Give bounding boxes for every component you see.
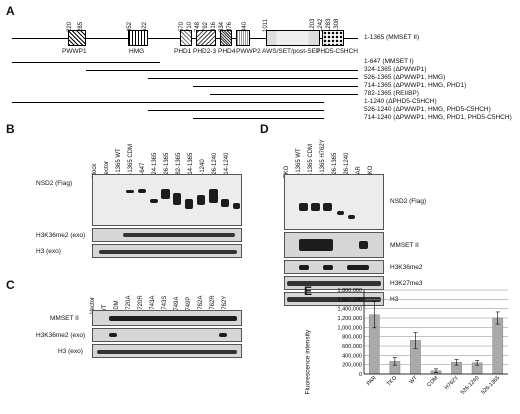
y-tick-label: 800,000 <box>342 335 362 341</box>
row-label-c-h3: H3 (exo) <box>58 348 83 355</box>
y-tick-label: 0 <box>359 372 362 378</box>
row-label-d-mmset: MMSET II <box>390 242 419 249</box>
construct-line-526-1365 <box>148 78 358 79</box>
construct-label: 714-1240 (ΔPWWP1, HMG, PHD1, PHD5-C5HCH) <box>364 114 512 121</box>
y-tick-label: 1,200,000 <box>338 316 362 322</box>
y-tick-label: 400,000 <box>342 353 362 359</box>
domain-label-phd1: PHD1 <box>174 48 192 55</box>
blot-b-h3k36me2 <box>92 228 242 242</box>
blot-d-h3k27me3 <box>284 276 384 290</box>
blot-d-nsd2 <box>284 174 384 230</box>
hmg-domain <box>128 30 148 46</box>
blot-c-mmset <box>92 310 242 326</box>
x-tick-label: PAR <box>366 375 378 387</box>
domain-label-hmg: HMG <box>129 48 145 55</box>
row-label-d-h3k36me2: H3K36me2 <box>390 264 423 271</box>
lane-label: 1-1365 CDM <box>128 143 134 178</box>
phd2-3-domain <box>196 30 216 46</box>
x-tick-label: CDM <box>426 375 439 388</box>
y-tick-label: 1,400,000 <box>338 307 362 313</box>
panel-c-letter: C <box>6 278 15 292</box>
lane-label: 1-1365 CDM <box>308 143 314 178</box>
blot-b-nsd2 <box>92 174 242 226</box>
phd4-domain <box>220 30 232 46</box>
y-tick-label: 1,600,000 <box>338 297 362 303</box>
y-tick-label: 200,000 <box>342 363 362 369</box>
row-label-c-mmset: MMSET II <box>50 315 79 322</box>
chart-e: 0 200,000 400,000 600,000 800,000 1,000,000 1,… <box>338 288 508 396</box>
lane-label: 1-1365 H762Y <box>320 139 326 178</box>
x-tick-label: 526-1240 <box>460 375 481 396</box>
phd1-domain <box>180 30 192 46</box>
panel-d-letter: D <box>260 122 269 136</box>
row-label-b-h3: H3 (exo) <box>36 248 61 255</box>
construct-line-782-1365 <box>210 94 358 95</box>
construct-line-714-1365 <box>193 86 358 87</box>
row-label-d-h3k27me3: H3K27me3 <box>390 280 423 287</box>
blot-d-h3k36me2 <box>284 260 384 274</box>
x-tick-label: WT <box>409 375 420 386</box>
blot-d-h3 <box>284 292 384 306</box>
y-tick-label: 1,000,000 <box>338 325 362 331</box>
bar <box>492 317 504 375</box>
pwwp2-domain <box>236 30 250 46</box>
domain-label-pwwp2: PWWP2 <box>236 48 261 55</box>
construct-line-526-1240 <box>148 110 324 111</box>
domain-label-phd2-3: PHD2-3 <box>193 48 217 55</box>
blot-d-mmset <box>284 232 384 258</box>
domain-label-pwwp1: PWWP1 <box>62 48 87 55</box>
construct-label: 1-1240 (ΔPHD5-C5HCH) <box>364 98 437 105</box>
row-label-c-h3k36me2: H3K36me2 (exo) <box>36 332 86 339</box>
construct-label: 1-647 (MMSET I) <box>364 58 414 65</box>
domain-label-phd5: PHD5-C5HCH <box>316 48 358 55</box>
phd5-c5hch-domain <box>322 30 344 46</box>
construct-line-1-647 <box>12 62 160 63</box>
chart-e-ylabel: Fluorescence intensity <box>304 329 312 395</box>
y-tick-label: 1,800,000 <box>338 288 362 294</box>
construct-line-714-1240 <box>193 118 324 119</box>
construct-full-label: 1-1365 (MMSET II) <box>364 34 420 41</box>
blot-c-h3k36me2 <box>92 328 242 342</box>
construct-label: 324-1365 (ΔPWWP1) <box>364 66 427 73</box>
x-tick-label: TKO <box>386 375 399 388</box>
pwwp1-domain <box>68 30 86 46</box>
construct-line-1-1240 <box>12 102 324 103</box>
row-label-b-h3k36me2: H3K36me2 (exo) <box>36 232 86 239</box>
row-label-d-nsd2: NSD2 (Flag) <box>390 198 427 205</box>
panel-a-letter: A <box>6 4 15 18</box>
panel-e-letter: E <box>304 284 313 298</box>
y-tick-label: 600,000 <box>342 344 362 350</box>
domain-label-phd4: PHD4 <box>218 48 236 55</box>
domain-label-aws-set: AWS/SET/post-SET <box>262 48 320 55</box>
construct-label: 526-1365 (ΔPWWP1, HMG) <box>364 74 446 81</box>
construct-label: 526-1240 (ΔPWWP1, HMG, PHD5-C5HCH) <box>364 106 491 113</box>
construct-label: 782-1365 (REIIBP) <box>364 90 419 97</box>
construct-line-324-1365 <box>86 70 358 71</box>
panel-b-letter: B <box>6 122 15 136</box>
construct-label: 714-1365 (ΔPWWP1, HMG, PHD1) <box>364 82 467 89</box>
blot-b-h3 <box>92 244 242 258</box>
aws-set-domain <box>266 30 320 46</box>
row-label-b-nsd2: NSD2 (Flag) <box>36 180 73 187</box>
x-tick-label: H762Y <box>444 375 460 391</box>
x-tick-label: 526-1365 <box>480 375 501 396</box>
blot-c-h3 <box>92 344 242 358</box>
